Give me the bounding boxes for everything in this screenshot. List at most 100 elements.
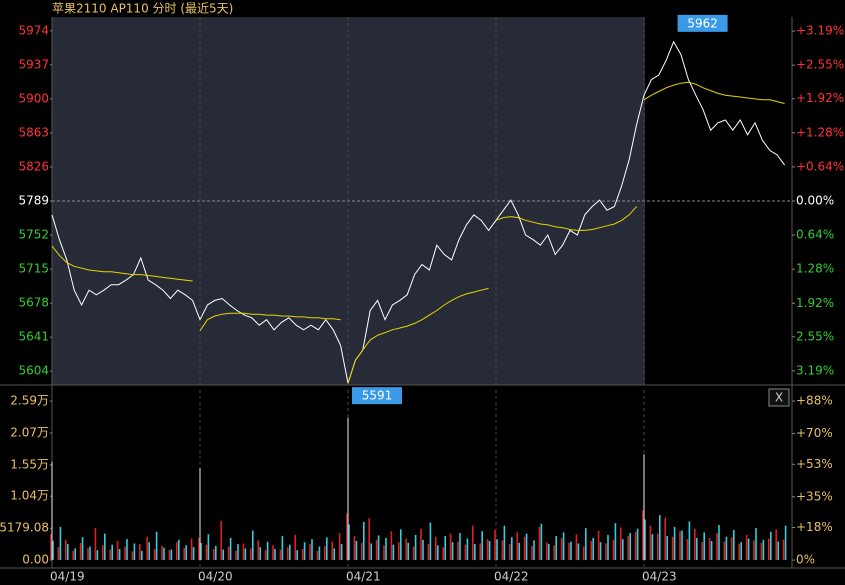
volume-bar <box>250 548 252 561</box>
volume-bar <box>516 532 518 561</box>
y2-tick-label: 3.19% <box>796 363 834 377</box>
volume-bar <box>710 540 713 561</box>
y-tick-label: 5974 <box>18 23 49 37</box>
volume-bar <box>370 543 372 561</box>
volume-bar <box>605 543 607 561</box>
volume-bar <box>531 545 533 561</box>
volume-bar <box>723 541 726 561</box>
volume-bar <box>353 536 356 561</box>
volume-bar <box>560 537 563 561</box>
volume-bar <box>753 540 755 561</box>
volume-bar <box>287 547 289 561</box>
volume-bar <box>627 536 629 561</box>
volume-bar <box>651 534 654 561</box>
volume-bar <box>644 519 646 561</box>
volume-bar <box>324 545 326 561</box>
volume-bar <box>546 542 548 561</box>
volume-bar <box>383 545 385 561</box>
callout-label: 5591 <box>362 389 393 403</box>
volume-bar <box>671 536 674 561</box>
price-line <box>51 40 786 384</box>
volume-bar <box>548 544 550 561</box>
volume-bar <box>703 532 705 561</box>
y-tick-label: 5179.08 <box>0 521 49 535</box>
y-tick-label: 5715 <box>18 262 49 276</box>
volume-bar <box>81 537 84 561</box>
volume-bar <box>213 548 215 561</box>
y2-tick-label: +70% <box>796 426 833 440</box>
volume-bar <box>435 536 437 561</box>
volume-bar <box>346 513 348 561</box>
volume-bar <box>185 545 187 561</box>
volume-bar <box>585 528 587 561</box>
volume-bar <box>190 538 193 561</box>
volume-bar <box>178 539 180 561</box>
volume-bar <box>94 528 97 561</box>
y2-tick-label: +18% <box>796 520 833 534</box>
volume-bar <box>72 550 74 561</box>
volume-bar <box>422 539 424 561</box>
volume-bar <box>636 528 639 561</box>
volume-bar <box>229 537 232 561</box>
volume-bar <box>745 534 748 561</box>
volume-bar <box>620 527 622 561</box>
volume-bar <box>718 525 720 561</box>
volume-bar <box>562 532 565 561</box>
volume-bar <box>479 543 481 561</box>
volume-bar <box>244 548 247 561</box>
volume-bar <box>725 536 728 561</box>
y-tick-label: 5641 <box>18 330 49 344</box>
y-tick-label: 5900 <box>18 91 49 105</box>
close-button[interactable]: X <box>768 388 790 407</box>
volume-bar <box>192 547 195 561</box>
y-tick-label: 2.07万 <box>10 425 49 439</box>
volume-bar <box>666 536 668 561</box>
volume-bar <box>570 541 572 561</box>
y-tick-label: 1.55万 <box>10 457 49 471</box>
y2-tick-label: 0.00% <box>796 194 834 208</box>
volume-bar <box>89 546 91 561</box>
close-box[interactable] <box>768 388 790 407</box>
volume-bar <box>296 550 298 561</box>
volume-bar <box>392 544 395 561</box>
price-line <box>199 312 341 331</box>
close-label[interactable]: X <box>775 391 783 405</box>
volume-bar <box>363 521 365 561</box>
volume-bar <box>301 548 304 561</box>
y2-tick-label: 1.28% <box>796 262 834 276</box>
volume-bar <box>511 537 513 561</box>
volume-bar <box>770 531 772 561</box>
y-tick-label: 5604 <box>18 364 49 378</box>
volume-bar <box>629 533 631 561</box>
volume-bar <box>481 531 483 561</box>
volume-bar <box>429 522 432 561</box>
volume-bar <box>733 529 735 561</box>
volume-bar <box>449 533 452 561</box>
volume-bar <box>361 542 363 561</box>
volume-bar <box>400 529 402 561</box>
volume-bar <box>555 536 557 561</box>
volume-bar <box>459 533 461 561</box>
volume-bar <box>347 417 349 561</box>
volume-bar <box>148 542 150 561</box>
volume-bar <box>760 542 763 561</box>
y2-tick-label: 0% <box>796 553 815 567</box>
volume-bar <box>348 524 350 561</box>
volume-bar <box>533 540 535 561</box>
callout-box <box>677 14 728 32</box>
volume-bar <box>163 547 165 561</box>
volume-bar <box>577 543 580 561</box>
volume-bar <box>153 548 156 561</box>
volume-bar <box>768 538 770 561</box>
volume-bar <box>622 539 624 561</box>
volume-bar <box>694 528 696 561</box>
volume-bar <box>538 526 541 561</box>
volume-bar <box>405 538 407 561</box>
volume-bar <box>568 542 570 561</box>
volume-bar <box>333 548 335 561</box>
y-tick-label: 5937 <box>18 57 49 71</box>
volume-bar <box>614 523 617 561</box>
x-tick-label: 04/20 <box>198 570 233 584</box>
volume-bar <box>716 533 718 561</box>
volume-bar <box>643 454 645 561</box>
